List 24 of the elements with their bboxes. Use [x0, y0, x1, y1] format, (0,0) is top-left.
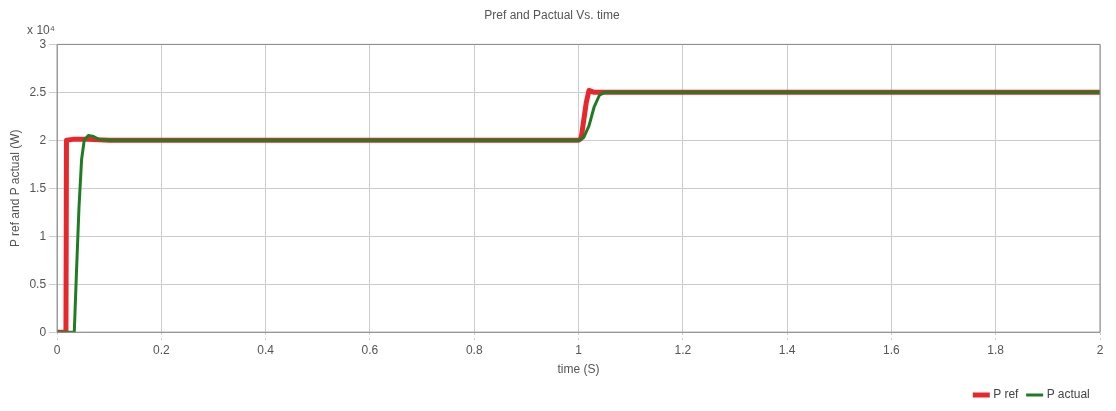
y-axis-title: P ref and P actual (W) [7, 129, 22, 248]
y-tick-label: 2.5 [29, 84, 47, 99]
x-tick-label: 1.4 [778, 342, 796, 357]
legend-label: P ref [993, 387, 1020, 402]
x-axis-title: time (S) [557, 362, 600, 377]
x-tick-label: 0.4 [257, 342, 275, 357]
x-tick-label: 1.2 [674, 342, 692, 357]
x-tick-label: 0.2 [153, 342, 171, 357]
text: x 10⁴ [27, 22, 55, 37]
legend-label: P actual [1046, 387, 1090, 402]
x-tick-label: 0 [53, 342, 61, 357]
x-tick-label: 1.6 [883, 342, 901, 357]
y-tick-label: 3 [39, 36, 47, 51]
y-tick-label: 0.5 [29, 276, 47, 291]
y-tick-label: 0 [39, 324, 47, 339]
y-tick-label: 2 [39, 132, 47, 147]
y-tick-label: 1.5 [29, 180, 47, 195]
chart-title: Pref and Pactual Vs. time [484, 7, 621, 22]
x-tick-label: 2 [1096, 342, 1104, 357]
x-tick-label: 1 [575, 342, 583, 357]
x-tick-label: 0.8 [465, 342, 483, 357]
x-tick-label: 0.6 [361, 342, 379, 357]
x-tick-label: 1.8 [987, 342, 1005, 357]
y-tick-label: 1 [39, 228, 47, 243]
